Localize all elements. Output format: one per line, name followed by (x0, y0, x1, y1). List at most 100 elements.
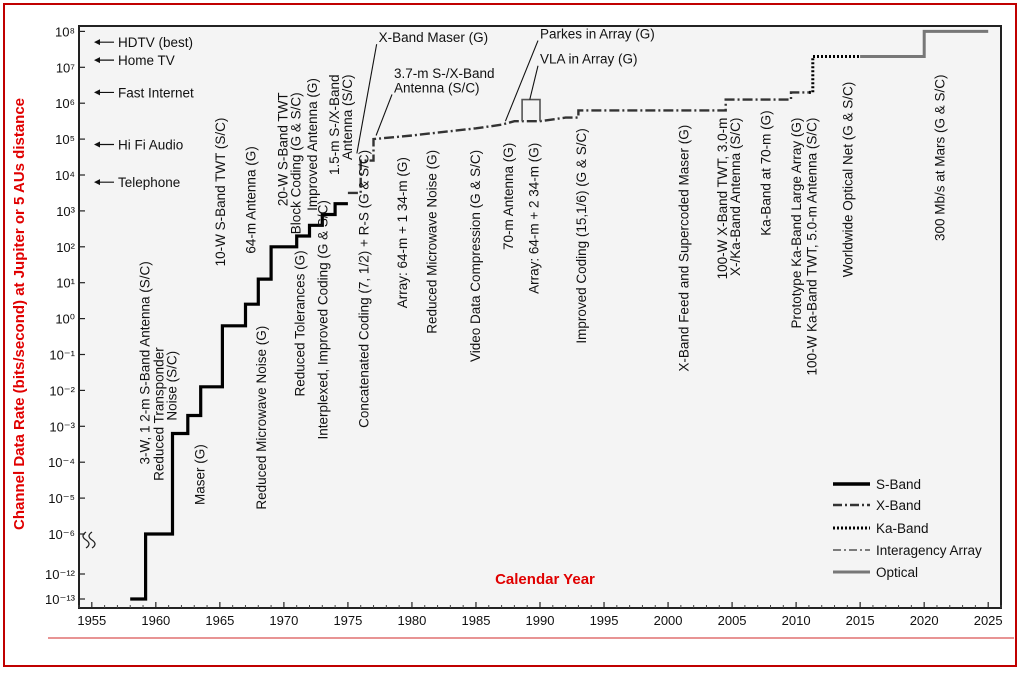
annotation-label: Antenna (S/C) (340, 75, 355, 161)
series-line-optical (860, 29, 989, 58)
x-tick-label-1975: 1975 (333, 613, 362, 628)
annotation-label: Reduced Tolerances (G) (292, 250, 307, 396)
annotation-label: Block Coding (G & S/C) (289, 92, 304, 234)
reference-label: Fast Internet (118, 85, 194, 100)
legend-label-ka-band: Ka-Band (876, 521, 929, 536)
annotation-label: 20-W S-Band TWT (276, 92, 291, 206)
annotation-label: 300 Mb/s at Mars (G & S/C) (933, 75, 948, 242)
y-tick-label: 10⁰ (55, 312, 75, 327)
series-line-interagency-array (521, 98, 541, 122)
top-label: VLA in Array (G) (540, 52, 638, 67)
annotation-label: X-/Ka-Band Antenna (S/C) (728, 118, 743, 276)
y-tick-label: 10⁻¹ (49, 348, 75, 363)
series-line-s-band (130, 202, 348, 601)
x-tick-label-1955: 1955 (77, 613, 106, 628)
y-tick-label: 10⁻⁴ (48, 455, 75, 470)
annotation-label: 100-W X-Band TWT, 3.0-m (715, 118, 730, 280)
series-line-ka-band (808, 55, 899, 94)
x-tick-label-1985: 1985 (462, 613, 491, 628)
legend: S-Band X-Band Ka-Band Interagency Array … (833, 477, 982, 580)
annotation-label: Interplexed, Improved Coding (G & S/C) (315, 200, 330, 439)
reference-arrowhead (94, 141, 100, 148)
leader-line (356, 44, 378, 154)
y-tick-label: 10⁵ (55, 132, 75, 147)
y-tick-label: 10⁻³ (49, 419, 75, 434)
x-axis-label: Calendar Year (495, 571, 595, 588)
legend-label-s-band: S-Band (876, 477, 921, 492)
legend-label-interagency-array: Interagency Array (876, 543, 982, 558)
annotation-label: Reduced Microwave Noise (G) (254, 326, 269, 510)
annotation-label: 64-m Antenna (G) (244, 146, 259, 253)
annotation-label: Array: 64-m + 1 34-m (G) (395, 157, 410, 308)
annotation-label: 70-m Antenna (G) (501, 143, 516, 250)
y-axis-label: Channel Data Rate (bits/second) at Jupit… (11, 98, 28, 530)
y-tick-label: 10⁶ (55, 96, 75, 111)
y-tick-label: 10⁷ (56, 60, 75, 75)
annotation-label: Worldwide Optical Net (G & S/C) (841, 82, 856, 278)
annotation-label: Improved Antenna (G) (305, 78, 320, 211)
x-axis: 1955 1960 1965 1970 1975 1980 1985 1990 1995 2000… (77, 602, 1003, 628)
top-label: 3.7-m S-/X-Band (394, 66, 495, 81)
top-label: Parkes in Array (G) (540, 27, 655, 42)
series-line-x-band (347, 91, 809, 195)
reference-arrowhead (94, 39, 100, 46)
annotation-label: 10-W S-Band TWT (S/C) (213, 118, 228, 267)
leader-line (375, 94, 393, 136)
y-tick-label: 10⁻⁵ (48, 491, 75, 506)
x-tick-label-2000: 2000 (654, 613, 683, 628)
y-tick-label: 10⁻⁶ (48, 527, 75, 542)
leader-line (504, 40, 539, 122)
annotation-label: Array: 64-m + 2 34-m (G) (527, 143, 542, 294)
x-tick-label-2015: 2015 (846, 613, 875, 628)
y-tick-label: 10⁻¹² (45, 567, 76, 582)
y-axis-break-mark (82, 531, 96, 549)
annotation-label: Maser (G) (193, 444, 208, 505)
reference-label: Telephone (118, 175, 180, 190)
x-tick-label-1965: 1965 (205, 613, 234, 628)
annotation-label: Improved Coding (15,1/6) (G & S/C) (574, 128, 589, 343)
plot-area (78, 25, 1002, 609)
chart-frame (3, 3, 1017, 667)
top-label: Antenna (S/C) (394, 80, 480, 95)
annotation-label: X-Band Feed and Supercoded Maser (G) (677, 125, 692, 372)
annotations-layer: 3-W, 1 2-m S-Band Antenna (S/C) Reduced T… (137, 75, 947, 510)
reference-levels: HDTV (best) Home TV Fast Internet Hi Fi Aud… (94, 35, 194, 190)
annotation-label: Concatenated Coding (7, 1/2) + R-S (G & … (356, 150, 371, 428)
x-tick-label-1970: 1970 (269, 613, 298, 628)
x-tick-label-1995: 1995 (590, 613, 619, 628)
annotation-label: Ka-Band at 70-m (G) (759, 110, 774, 235)
x-tick-label-1960: 1960 (141, 613, 170, 628)
y-tick-label: 10⁻² (49, 383, 75, 398)
annotation-label: Reduced Microwave Noise (G) (424, 150, 439, 334)
annotation-label: Reduced Transponder (152, 347, 167, 481)
reference-arrowhead (94, 57, 100, 64)
annotation-label: 3-W, 1 2-m S-Band Antenna (S/C) (137, 261, 152, 464)
x-tick-label-2010: 2010 (782, 613, 811, 628)
reference-label: HDTV (best) (118, 35, 193, 50)
y-tick-label: 10¹ (56, 276, 75, 291)
annotation-label: Prototype Ka-Band Large Array (G) (789, 118, 804, 329)
series-layer (130, 29, 989, 601)
annotation-label: 1.5-m S-/X-Band (327, 75, 342, 176)
annotation-label: Video Data Compression (G & S/C) (468, 150, 483, 362)
x-tick-label-1980: 1980 (397, 613, 426, 628)
y-tick-label: 10² (56, 240, 75, 255)
x-tick-label-2025: 2025 (974, 613, 1003, 628)
y-tick-label: 10⁸ (55, 24, 75, 39)
x-tick-label-2005: 2005 (718, 613, 747, 628)
x-tick-label-2020: 2020 (910, 613, 939, 628)
reference-label: Home TV (118, 53, 175, 68)
y-tick-label: 10⁴ (55, 168, 75, 183)
y-axis: 10⁻¹³ 10⁻¹² 10⁻⁶ 10⁻⁵ 10⁻⁴ 10⁻³ 10⁻² 10⁻¹ 10⁰ 10¹… (45, 24, 96, 607)
y-tick-label: 10⁻¹³ (45, 592, 76, 607)
reference-arrowhead (94, 179, 100, 186)
legend-label-x-band: X-Band (876, 498, 921, 513)
y-tick-label: 10³ (56, 204, 75, 219)
legend-label-optical: Optical (876, 565, 918, 580)
x-tick-label-1990: 1990 (526, 613, 555, 628)
leader-line (529, 65, 539, 100)
annotation-label: Noise (S/C) (164, 351, 179, 421)
reference-label: Hi Fi Audio (118, 137, 183, 152)
